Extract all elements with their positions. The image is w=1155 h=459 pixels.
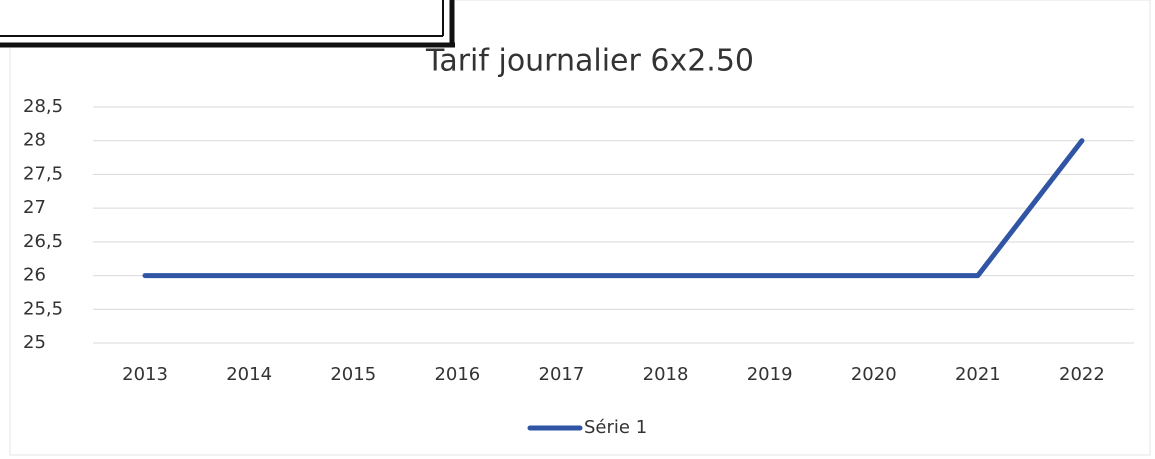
y-tick-label: 28 bbox=[23, 130, 46, 151]
chart-border bbox=[9, 0, 1151, 456]
data-line bbox=[142, 138, 1085, 279]
x-tick-label: 2022 bbox=[1059, 364, 1105, 385]
chart-title: Tarif journalier 6x2.50 bbox=[425, 44, 754, 79]
y-tick-label: 26 bbox=[23, 265, 46, 286]
x-tick-label: 2014 bbox=[226, 364, 272, 385]
x-tick-label: 2015 bbox=[330, 364, 376, 385]
legend-label: Série 1 bbox=[584, 417, 647, 438]
x-tick-label: 2013 bbox=[122, 364, 168, 385]
x-tick-label: 2017 bbox=[539, 364, 585, 385]
x-tick-label: 2021 bbox=[955, 364, 1001, 385]
x-tick-label: 2019 bbox=[747, 364, 793, 385]
y-tick-label: 25,5 bbox=[23, 298, 63, 319]
overlay-frame bbox=[0, 0, 455, 48]
y-tick-label: 26,5 bbox=[23, 231, 63, 252]
y-tick-label: 27 bbox=[23, 197, 46, 218]
x-tick-label: 2020 bbox=[851, 364, 897, 385]
y-tick-label: 25 bbox=[23, 332, 46, 353]
x-tick-label: 2016 bbox=[434, 364, 480, 385]
y-tick-label: 27,5 bbox=[23, 163, 63, 184]
x-tick-label: 2018 bbox=[643, 364, 689, 385]
y-tick-label: 28,5 bbox=[23, 96, 63, 117]
